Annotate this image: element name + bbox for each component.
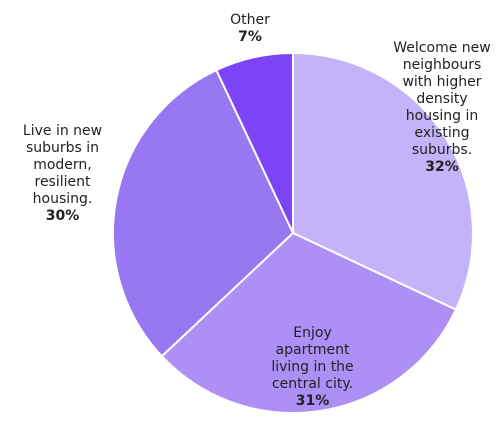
value-label: 31% <box>295 393 330 409</box>
value-label: 32% <box>425 159 459 175</box>
value-label: 30% <box>45 208 80 224</box>
category-label: Live in new suburbs in modern, resilient… <box>22 123 103 207</box>
slice-label: Welcome new neighbours with higher densi… <box>392 40 492 176</box>
slice <box>215 51 294 234</box>
slice <box>160 231 458 414</box>
category-label: Welcome new neighbours with higher densi… <box>393 40 491 158</box>
slice-label: Live in new suburbs in modern, resilient… <box>10 123 115 225</box>
slice <box>292 51 474 311</box>
slice <box>112 68 295 358</box>
slice-label: Enjoy apartment living in the central ci… <box>255 325 370 410</box>
slice-label: Other 7% <box>195 12 305 46</box>
category-label: Enjoy apartment living in the central ci… <box>271 325 354 392</box>
category-label: Other <box>230 12 270 28</box>
value-label: 7% <box>238 29 262 45</box>
